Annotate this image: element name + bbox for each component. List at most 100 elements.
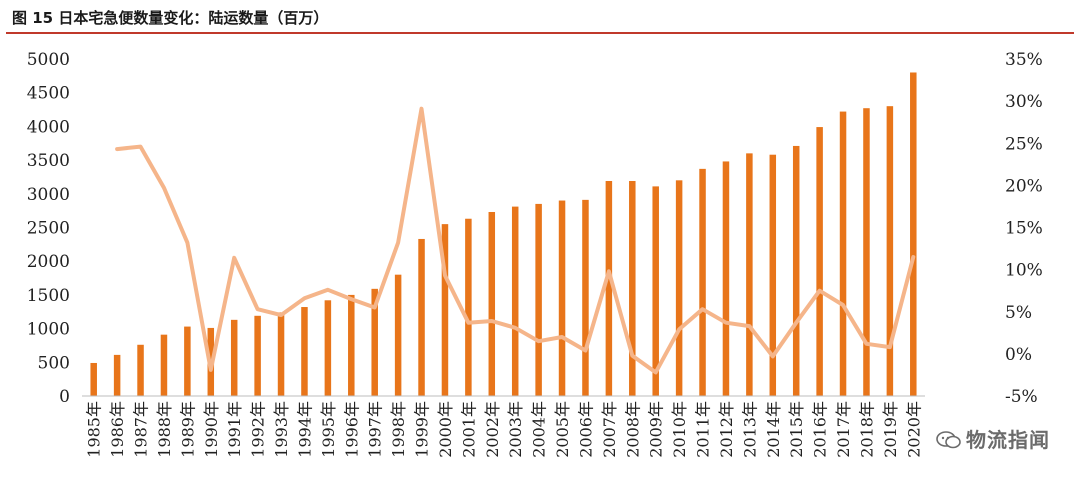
watermark: 物流指闻 — [936, 424, 1050, 453]
x-tick-label: 1986年 — [108, 401, 127, 458]
x-tick-label: 2005年 — [553, 401, 572, 458]
x-tick-label: 2006年 — [576, 401, 595, 458]
y-left-tick-label: 3500 — [27, 151, 70, 171]
bar — [863, 108, 870, 397]
x-tick-label: 2008年 — [623, 401, 642, 458]
y-right-tick-label: 25% — [1005, 134, 1043, 154]
bar — [348, 294, 355, 396]
bar — [371, 288, 378, 396]
chat-bubble-icon — [936, 431, 961, 449]
y-left-tick-label: 2500 — [27, 219, 70, 239]
bar — [652, 186, 659, 396]
bar — [605, 180, 613, 396]
bar — [394, 274, 402, 396]
x-tick-label: 2011年 — [694, 401, 713, 458]
x-tick-label: 2020年 — [904, 401, 923, 458]
bar — [324, 300, 332, 396]
y-left-tick-label: 4000 — [27, 117, 70, 137]
x-tick-label: 1987年 — [132, 401, 151, 458]
bar — [488, 211, 496, 396]
x-tick-label: 2017年 — [834, 401, 853, 458]
y-right-tick-label: 15% — [1005, 219, 1043, 239]
x-tick-label: 1991年 — [225, 401, 244, 458]
bar-series — [90, 72, 917, 397]
y-right-tick-label: 20% — [1005, 176, 1043, 196]
y-left-tick-label: 4500 — [27, 84, 70, 104]
bar — [792, 145, 800, 396]
x-tick-label: 1995年 — [319, 401, 338, 458]
x-tick-label: 2014年 — [764, 401, 783, 458]
x-tick-label: 2009年 — [647, 401, 666, 458]
bar — [184, 326, 191, 396]
y-left-tick-label: 0 — [59, 387, 70, 407]
y-left-tick-label: 5000 — [27, 50, 70, 70]
x-tick-label: 1985年 — [85, 401, 104, 458]
y-left-tick-label: 1500 — [27, 286, 70, 306]
y-right-tick-label: -5% — [1005, 387, 1038, 407]
x-tick-label: 2016年 — [811, 401, 830, 458]
bar — [230, 319, 238, 396]
y-right-tick-label: 30% — [1005, 92, 1043, 112]
bar — [277, 312, 285, 396]
bar — [699, 168, 706, 396]
bar — [465, 218, 472, 396]
bar — [301, 307, 308, 396]
right-axis-ticks: -5% 0% 5% 10% 15% 20% 25% 30% 35% — [1005, 50, 1043, 407]
x-tick-label: 1998年 — [389, 401, 408, 458]
bar — [254, 315, 261, 396]
category-labels: 1985年 1986年 1987年 1988年 1989年 1990年 1991年 1992年… — [85, 401, 924, 458]
x-tick-label: 1989年 — [178, 401, 197, 458]
x-tick-label: 2003年 — [506, 401, 525, 458]
bar — [137, 344, 144, 396]
bar — [722, 161, 730, 396]
x-tick-label: 1992年 — [249, 401, 268, 458]
x-tick-label: 2010年 — [670, 401, 689, 458]
x-tick-label: 2012年 — [717, 401, 736, 458]
y-left-tick-label: 1000 — [27, 320, 70, 340]
x-tick-label: 1996年 — [342, 401, 361, 458]
bar — [113, 354, 121, 396]
bar — [910, 72, 917, 396]
bar — [675, 180, 683, 396]
y-right-tick-label: 5% — [1005, 303, 1032, 323]
bar — [511, 206, 519, 396]
x-tick-label: 2001年 — [459, 401, 478, 458]
bar — [839, 111, 847, 397]
x-tick-label: 2002年 — [483, 401, 502, 458]
figure-title: 图 15 日本宅急便数量变化：陆运数量（百万） — [12, 9, 329, 27]
x-tick-label: 2018年 — [857, 401, 876, 458]
bar — [816, 127, 823, 396]
bar — [886, 106, 894, 397]
y-right-tick-label: 35% — [1005, 50, 1043, 70]
bar — [746, 153, 753, 396]
y-left-tick-label: 500 — [38, 353, 70, 373]
bar — [535, 203, 542, 396]
bar — [769, 154, 777, 396]
bar — [441, 224, 449, 396]
figure-title-bar: 图 15 日本宅急便数量变化：陆运数量（百万） — [6, 4, 1074, 34]
x-tick-label: 1994年 — [295, 401, 314, 458]
y-right-tick-label: 0% — [1005, 345, 1032, 365]
x-tick-label: 2015年 — [787, 401, 806, 458]
y-right-tick-label: 10% — [1005, 261, 1043, 281]
bar — [418, 238, 425, 396]
x-tick-label: 2004年 — [530, 401, 549, 458]
watermark-text: 物流指闻 — [966, 428, 1050, 452]
x-tick-label: 1997年 — [366, 401, 385, 458]
y-left-tick-label: 2000 — [27, 252, 70, 272]
x-tick-label: 2013年 — [740, 401, 759, 458]
bar — [629, 180, 636, 396]
bar — [90, 362, 97, 396]
x-tick-label: 2007年 — [600, 401, 619, 458]
x-tick-label: 1999年 — [413, 401, 432, 458]
x-tick-label: 1990年 — [202, 401, 221, 458]
x-tick-label: 2000年 — [436, 401, 455, 458]
title-divider — [6, 32, 1074, 34]
x-tick-label: 1993年 — [272, 401, 291, 458]
y-left-tick-label: 3000 — [27, 185, 70, 205]
x-tick-label: 2019年 — [881, 401, 900, 458]
bar — [558, 200, 566, 396]
x-tick-label: 1988年 — [155, 401, 174, 458]
growth-line — [115, 106, 916, 375]
